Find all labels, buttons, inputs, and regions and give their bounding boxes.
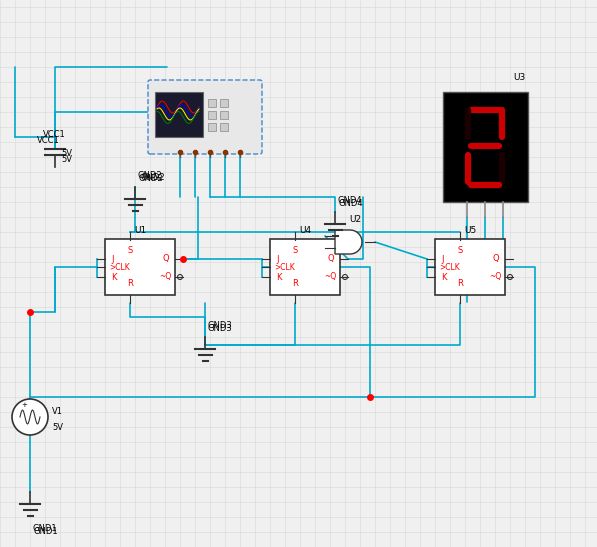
Text: GND1: GND1 — [32, 524, 57, 533]
Bar — [155, 92, 203, 137]
Text: >CLK: >CLK — [109, 263, 130, 271]
Text: J: J — [276, 254, 278, 264]
Text: GND2: GND2 — [138, 174, 162, 183]
Text: 5V: 5V — [52, 422, 63, 432]
Text: S: S — [457, 246, 463, 254]
Text: R: R — [292, 280, 298, 288]
Bar — [208, 123, 216, 131]
Text: Q: Q — [327, 254, 334, 264]
Bar — [220, 111, 228, 119]
Bar — [208, 111, 216, 119]
Text: V1: V1 — [52, 408, 63, 416]
Text: GND1: GND1 — [33, 527, 58, 536]
Text: U3: U3 — [513, 73, 525, 82]
Text: VCC1: VCC1 — [43, 130, 66, 139]
Text: S: S — [293, 246, 298, 254]
Text: GND3: GND3 — [208, 324, 233, 333]
FancyBboxPatch shape — [148, 80, 262, 154]
Text: ~Q: ~Q — [324, 272, 336, 282]
Text: +: + — [21, 402, 27, 408]
Text: K: K — [111, 272, 116, 282]
Bar — [220, 99, 228, 107]
Text: U2: U2 — [349, 215, 361, 224]
Text: >CLK: >CLK — [274, 263, 295, 271]
Text: U4: U4 — [299, 225, 311, 235]
Text: K: K — [276, 272, 282, 282]
Text: GND2: GND2 — [137, 171, 162, 180]
Text: 5V: 5V — [61, 154, 72, 164]
Text: S: S — [127, 246, 133, 254]
Text: J: J — [441, 254, 444, 264]
Text: ~Q: ~Q — [489, 272, 501, 282]
Text: GND2: GND2 — [140, 173, 165, 182]
Text: Q: Q — [493, 254, 499, 264]
Text: U5: U5 — [464, 225, 476, 235]
Text: ~Q: ~Q — [159, 272, 171, 282]
Bar — [442, 92, 528, 202]
Circle shape — [12, 399, 48, 435]
Text: VCC1: VCC1 — [37, 136, 60, 145]
Text: R: R — [457, 280, 463, 288]
Bar — [270, 240, 340, 294]
Text: >CLK: >CLK — [439, 263, 460, 271]
Text: GND4: GND4 — [337, 196, 362, 205]
Text: GND3: GND3 — [207, 321, 232, 330]
Text: 5V: 5V — [61, 149, 72, 159]
Bar — [220, 123, 228, 131]
Bar — [105, 240, 175, 294]
Polygon shape — [335, 230, 362, 254]
Text: GND4: GND4 — [338, 199, 362, 208]
Text: J: J — [111, 254, 113, 264]
Text: K: K — [441, 272, 447, 282]
Text: U1: U1 — [134, 225, 146, 235]
Text: R: R — [127, 280, 133, 288]
Bar — [208, 99, 216, 107]
Text: Q: Q — [162, 254, 169, 264]
Bar — [435, 240, 505, 294]
